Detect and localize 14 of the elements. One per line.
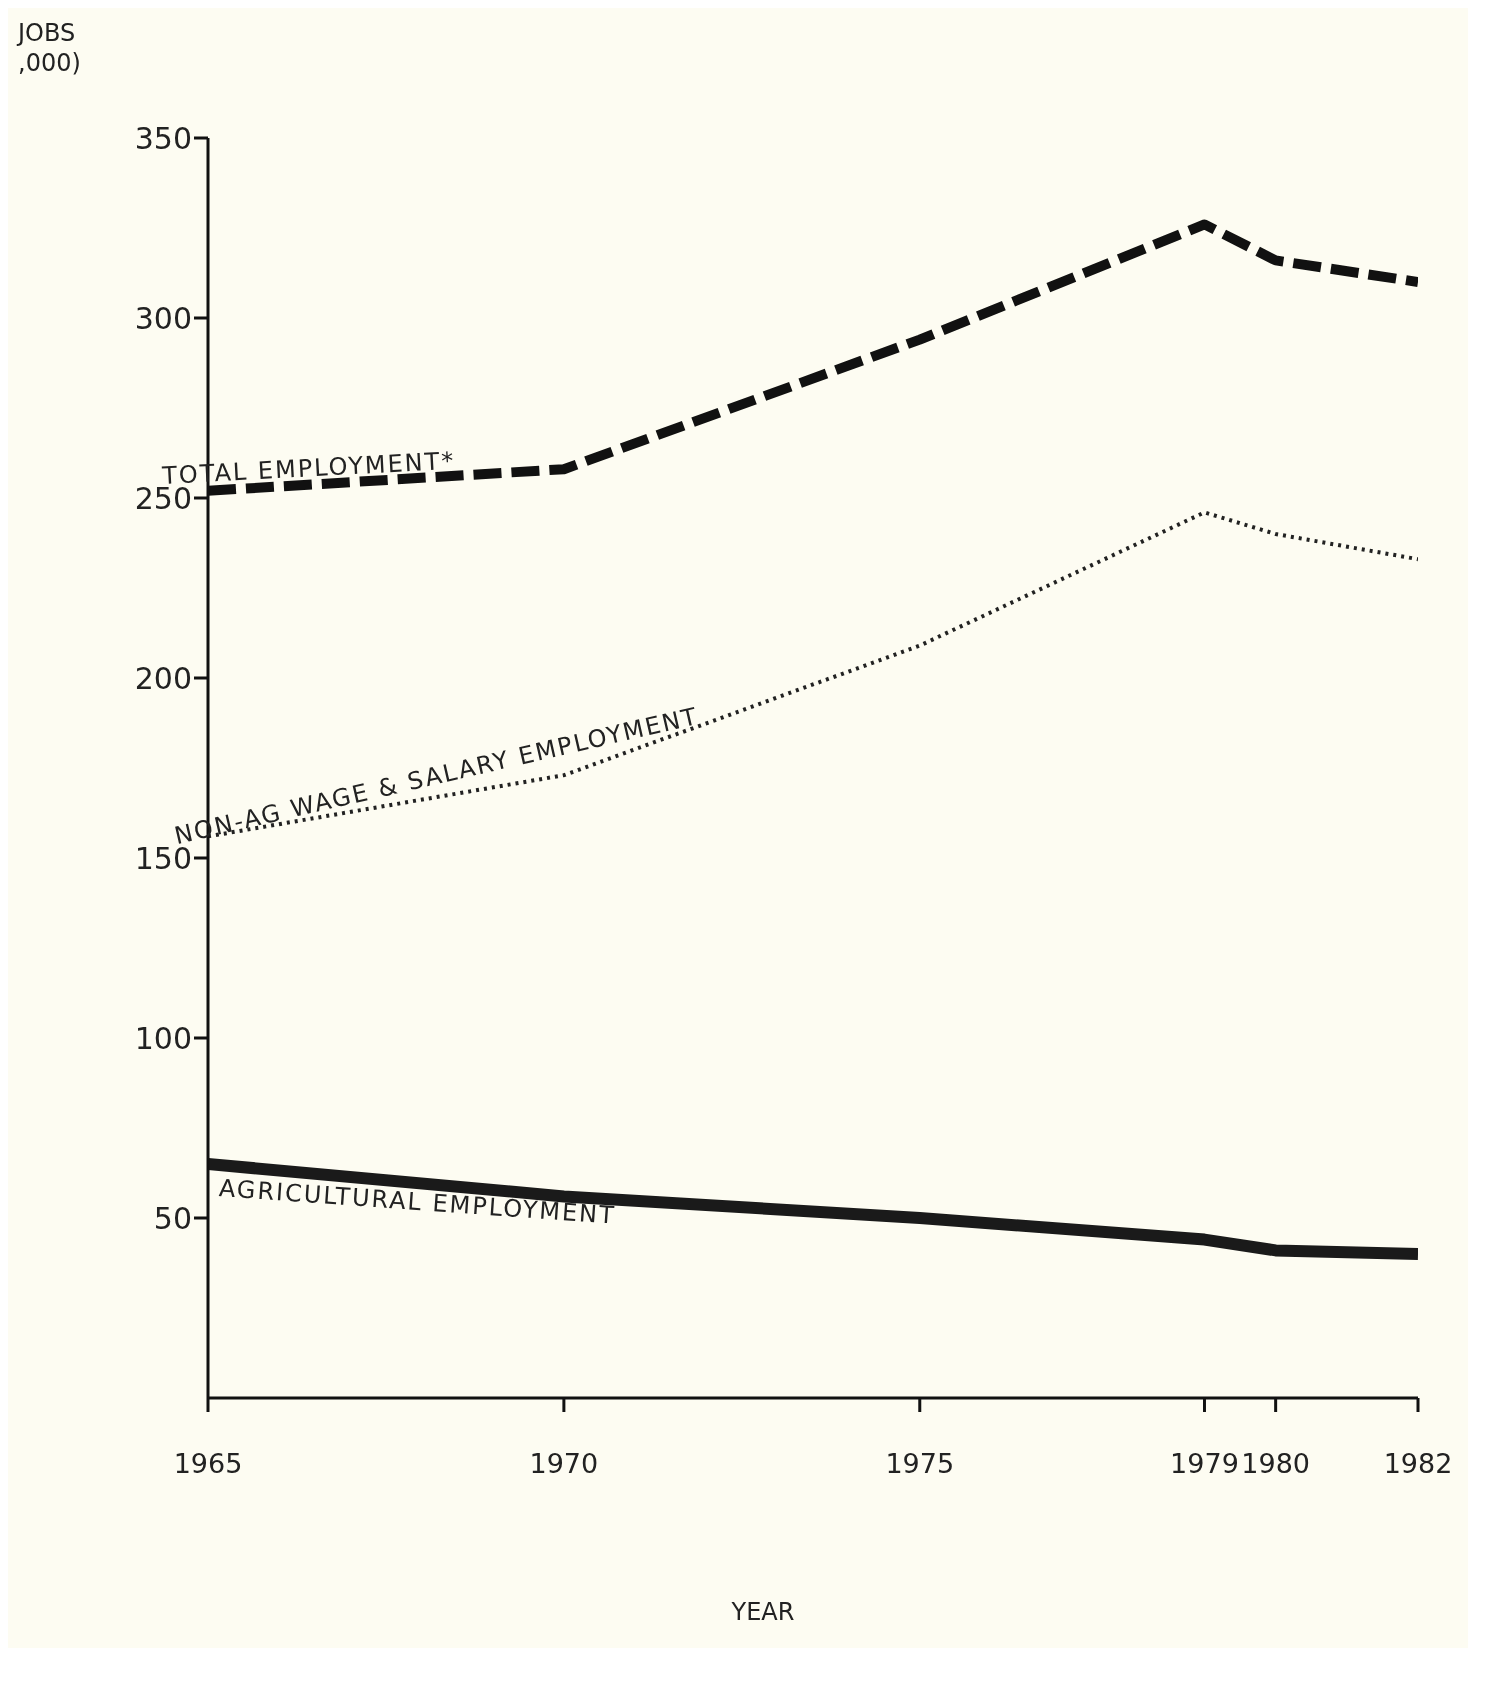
y-tick-label: 350 — [134, 120, 192, 156]
y-tick-label: 50 — [153, 1200, 192, 1236]
x-tick-label: 1970 — [529, 1448, 599, 1480]
x-tick-label: 1975 — [885, 1448, 955, 1480]
y-tick-label: 300 — [134, 300, 192, 336]
y-axis-title: JOBS ,000) — [18, 18, 81, 78]
y-tick-label: 200 — [134, 660, 192, 696]
series-label: AGRICULTURAL EMPLOYMENT — [218, 1173, 617, 1230]
x-tick-label: 1979 — [1170, 1448, 1239, 1480]
x-tick-label: 1965 — [173, 1448, 243, 1480]
x-tick-label: 1980 — [1241, 1448, 1311, 1480]
x-tick-label: 1982 — [1383, 1448, 1453, 1480]
x-axis-title: YEAR — [730, 1598, 796, 1626]
y-tick-label: 100 — [134, 1020, 192, 1056]
